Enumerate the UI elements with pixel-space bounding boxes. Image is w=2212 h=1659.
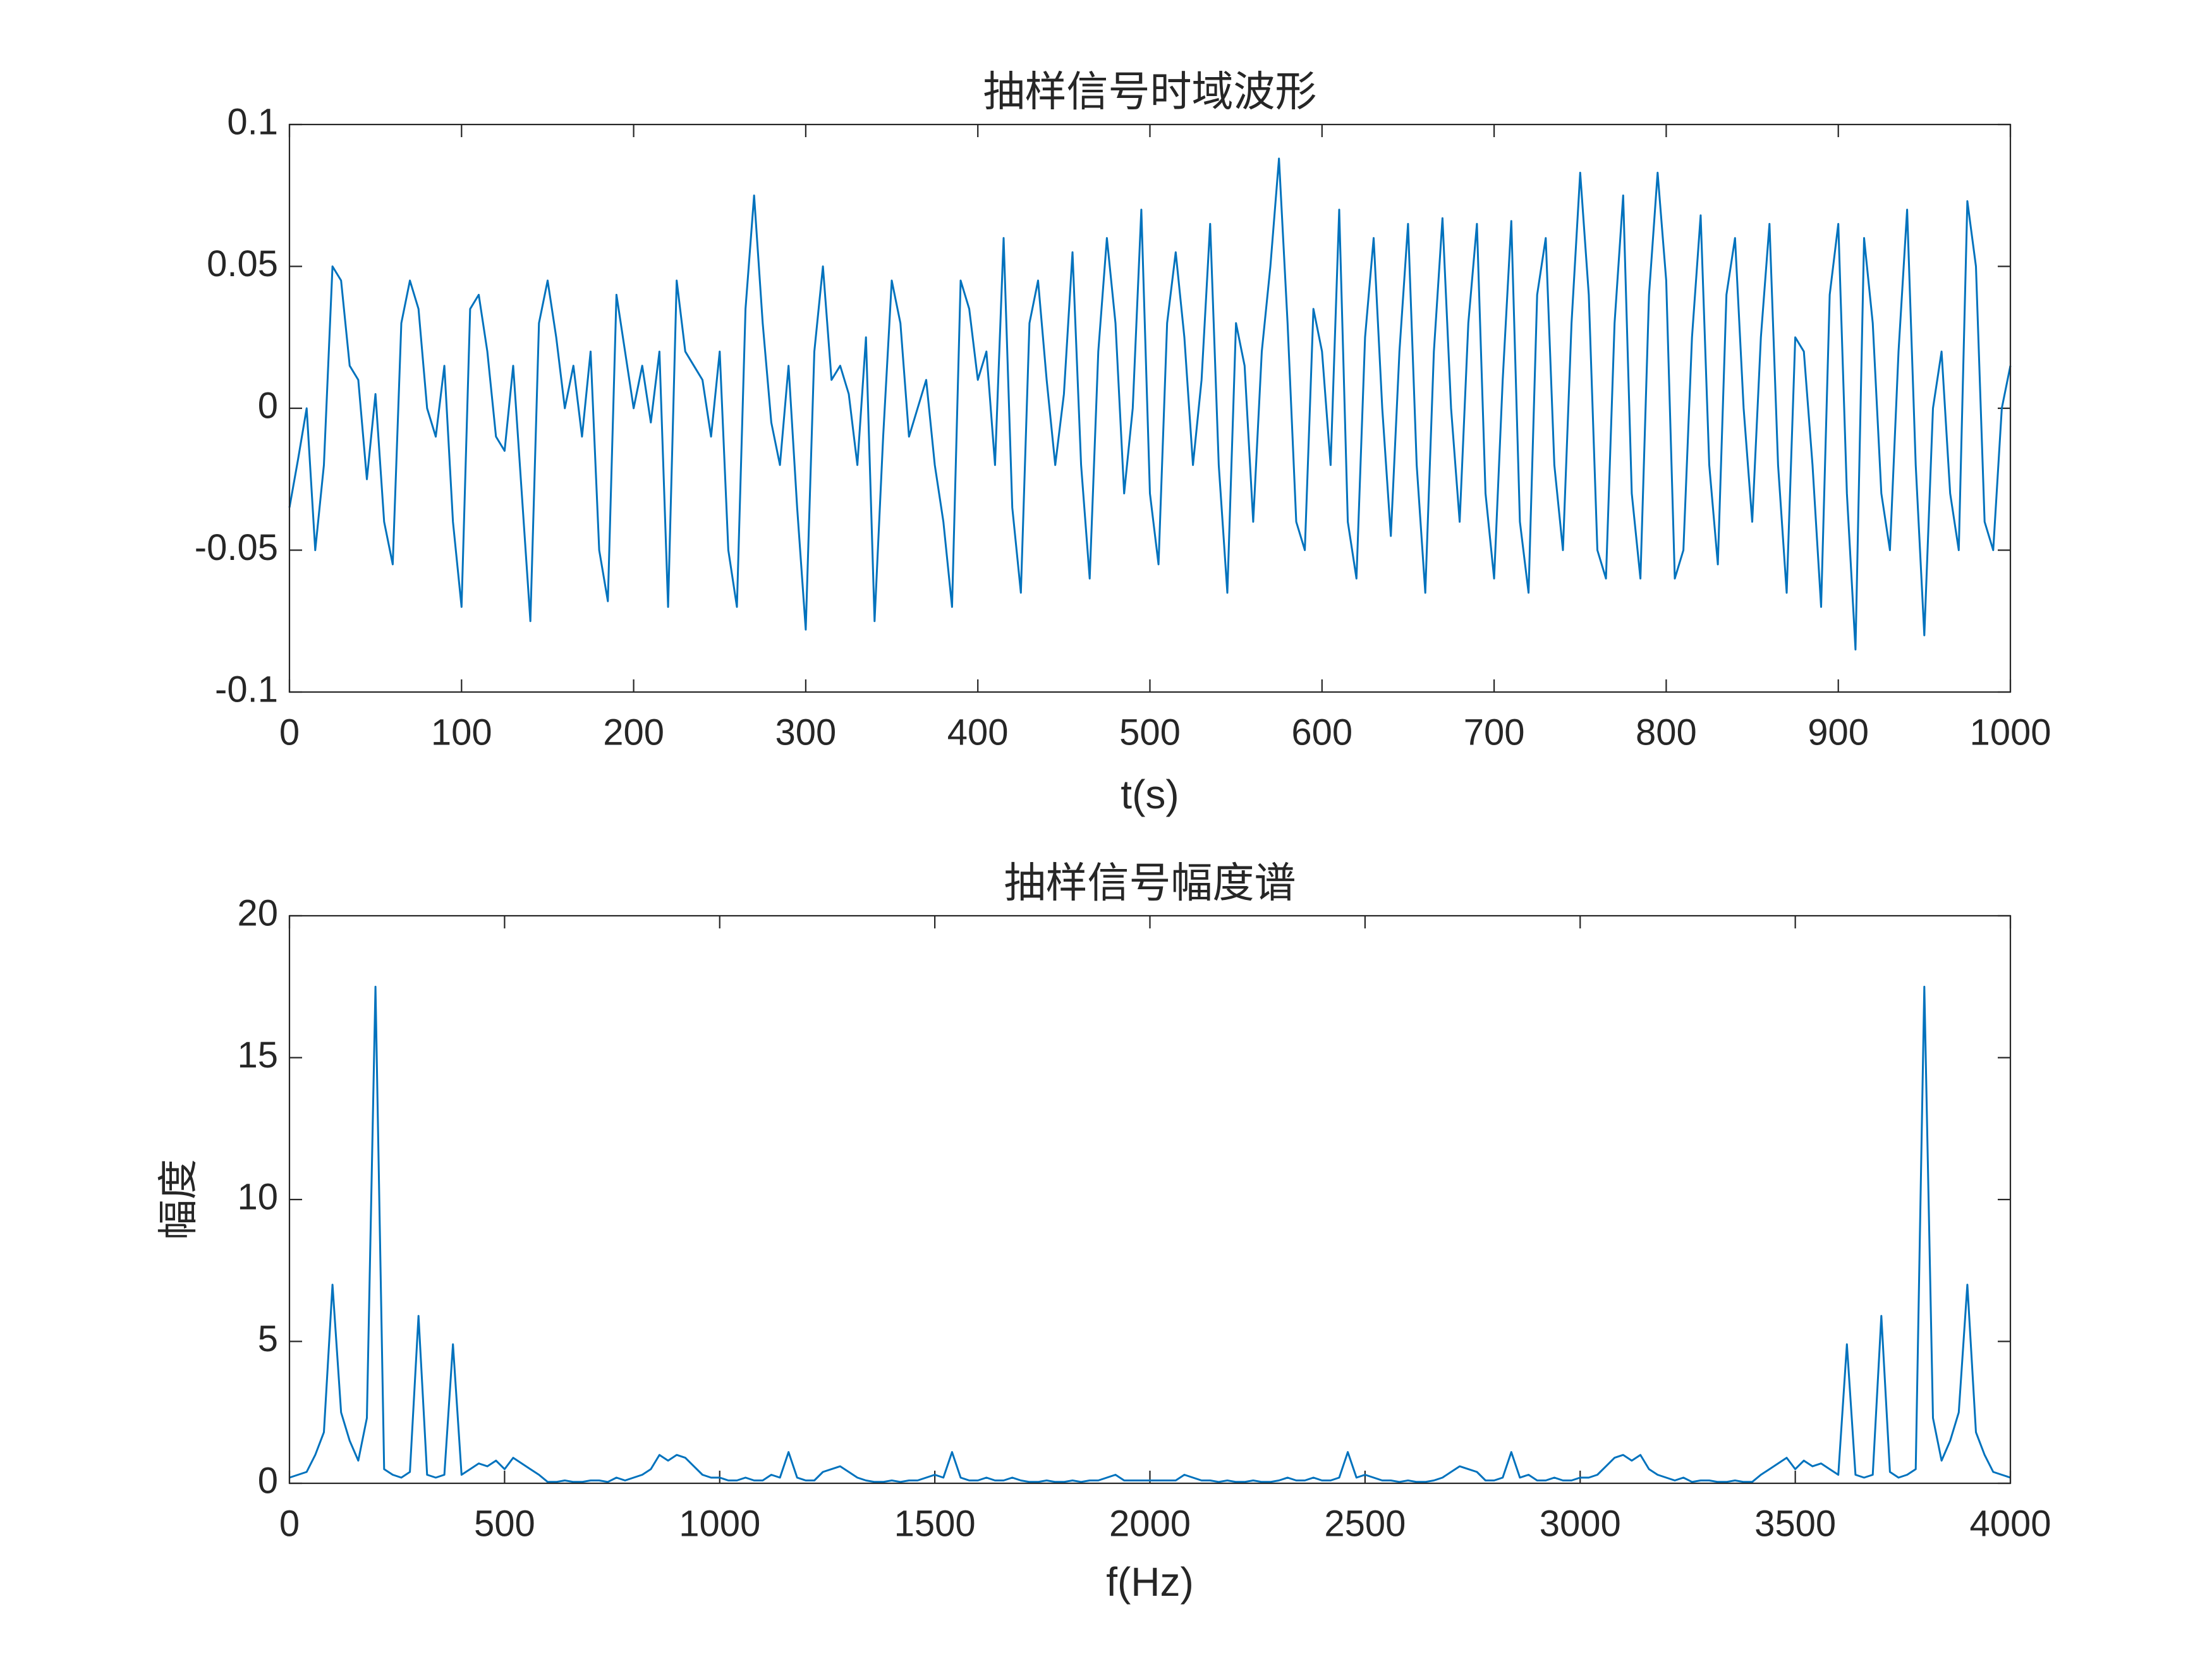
x-tick-label: 900: [1808, 712, 1869, 753]
x-axis-label: f(Hz): [1106, 1559, 1194, 1605]
y-tick-label: 15: [237, 1035, 278, 1076]
x-tick-label: 1000: [679, 1503, 760, 1544]
y-tick-label: 0.1: [227, 101, 278, 142]
x-tick-label: 2500: [1324, 1503, 1406, 1544]
x-tick-label: 0: [279, 712, 300, 753]
x-tick-label: 200: [603, 712, 664, 753]
y-tick-label: -0.05: [195, 527, 278, 568]
x-tick-label: 3000: [1540, 1503, 1621, 1544]
y-tick-label: 0: [258, 1460, 278, 1501]
y-tick-label: 0.05: [207, 243, 278, 284]
x-tick-label: 1000: [1969, 712, 2051, 753]
x-tick-label: 3500: [1754, 1503, 1836, 1544]
x-tick-label: 100: [431, 712, 492, 753]
x-tick-label: 4000: [1969, 1503, 2051, 1544]
y-tick-label: -0.1: [215, 669, 278, 710]
x-tick-label: 800: [1636, 712, 1697, 753]
x-tick-label: 300: [775, 712, 837, 753]
y-axis-label: 幅度: [155, 1159, 201, 1240]
x-tick-label: 600: [1291, 712, 1352, 753]
x-tick-label: 400: [947, 712, 1009, 753]
x-tick-label: 500: [474, 1503, 535, 1544]
data-line: [289, 985, 2011, 1483]
data-line: [288, 157, 2012, 651]
chart-title: 抽样信号时域波形: [983, 68, 1317, 114]
x-tick-label: 1500: [894, 1503, 976, 1544]
y-tick-label: 5: [258, 1318, 278, 1359]
y-tick-label: 20: [237, 892, 278, 933]
x-tick-label: 0: [279, 1503, 300, 1544]
x-tick-label: 500: [1119, 712, 1181, 753]
y-tick-label: 0: [258, 385, 278, 426]
x-tick-label: 700: [1464, 712, 1525, 753]
axes-box: [288, 123, 2012, 693]
axes-box: [288, 915, 2012, 1485]
y-tick-label: 10: [237, 1176, 278, 1217]
x-axis-label: t(s): [1121, 772, 1179, 817]
x-tick-label: 2000: [1109, 1503, 1191, 1544]
chart-title: 抽样信号幅度谱: [1004, 859, 1296, 906]
